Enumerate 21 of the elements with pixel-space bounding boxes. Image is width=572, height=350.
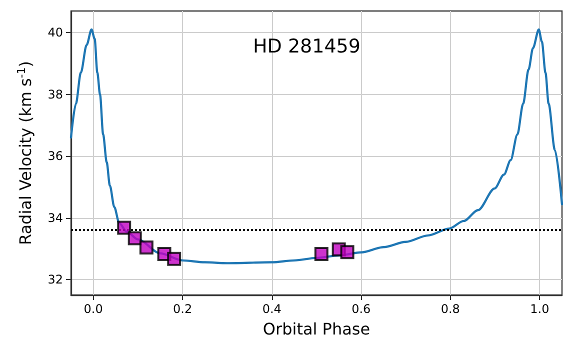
x-tick-label: 0.2 (173, 302, 192, 316)
y-tick-label: 40 (48, 26, 63, 40)
y-tick-label: 34 (48, 210, 63, 225)
x-tick-label: 1.0 (530, 302, 550, 316)
y-axis-title: Radial Velocity (km s-1) (15, 60, 35, 246)
x-tick-label: 0.4 (262, 302, 282, 316)
point (128, 231, 142, 246)
y-tick-label: 38 (48, 87, 63, 102)
x-axis-title: Orbital Phase (262, 320, 370, 338)
point (117, 220, 132, 235)
line-series (70, 28, 564, 264)
x-tick-label: 0.8 (440, 302, 460, 316)
point (167, 252, 182, 266)
x-tick-label: 0.0 (84, 302, 103, 316)
point (340, 245, 354, 260)
x-tick-label: 0.6 (352, 302, 371, 316)
y-tick-label: 32 (48, 272, 63, 287)
point (139, 240, 154, 254)
text: HD 281459 (253, 36, 360, 58)
y-tick-label: 36 (48, 149, 63, 164)
point (314, 246, 328, 261)
